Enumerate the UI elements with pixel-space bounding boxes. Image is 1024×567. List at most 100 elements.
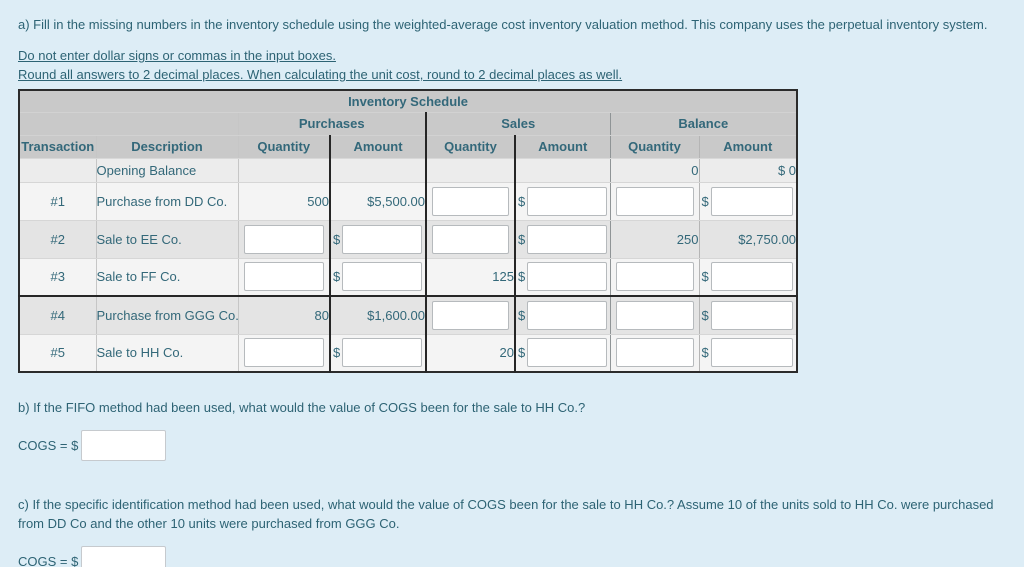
dollar-sign: $ <box>518 307 526 323</box>
amount-input-group: $ <box>700 300 797 330</box>
balance-amount-input[interactable] <box>710 338 794 368</box>
col-header-purchases-amount: Amount <box>330 135 427 159</box>
sales-amount-input[interactable] <box>527 338 607 368</box>
amount-input-group: $ <box>331 338 424 368</box>
balance-quantity-cell: 0 <box>610 158 700 183</box>
col-header-sales-amount: Amount <box>515 135 611 159</box>
purchases-amount-cell <box>330 158 427 183</box>
question-c-answer-row: COGS = $ <box>18 546 1024 567</box>
purchases-quantity-input[interactable] <box>243 224 324 254</box>
amount-input-group: $ <box>700 338 797 368</box>
balance-amount-cell: $ 0 <box>699 158 798 183</box>
amount-input-group: $ <box>331 262 424 292</box>
sales-amount-cell <box>515 158 611 183</box>
purchases-amount-cell: $5,500.00 <box>330 182 427 221</box>
group-header-balance: Balance <box>610 112 798 136</box>
col-header-sales-quantity: Quantity <box>426 135 516 159</box>
description-cell: Sale to FF Co. <box>96 258 239 297</box>
balance-amount-input[interactable] <box>710 186 794 216</box>
balance-amount-input[interactable] <box>710 262 794 292</box>
balance-quantity-cell: 250 <box>610 220 700 259</box>
cogs-b-label: COGS = $ <box>18 438 79 453</box>
sales-quantity-cell <box>426 158 516 183</box>
dollar-sign: $ <box>333 269 341 285</box>
transaction-cell <box>19 158 97 183</box>
amount-input-group: $ <box>516 186 609 216</box>
sales-quantity-input[interactable] <box>432 224 509 254</box>
sales-amount-cell: $ <box>515 295 611 335</box>
description-cell: Purchase from DD Co. <box>96 182 239 221</box>
balance-quantity-cell <box>610 334 700 373</box>
dollar-sign: $ <box>701 193 709 209</box>
transaction-cell: #4 <box>19 295 97 335</box>
amount-input-group: $ <box>700 186 797 216</box>
amount-input-group: $ <box>331 224 424 254</box>
table-group-header-row: Purchases Sales Balance <box>19 112 798 136</box>
sales-amount-input[interactable] <box>527 224 607 254</box>
amount-input-group: $ <box>516 338 609 368</box>
amount-input-group: $ <box>516 300 609 330</box>
cogs-c-input[interactable] <box>81 546 167 567</box>
table-row: Opening Balance 0 $ 0 <box>19 158 798 183</box>
balance-quantity-input[interactable] <box>615 186 694 216</box>
col-header-purchases-quantity: Quantity <box>238 135 331 159</box>
table-row: #5 Sale to HH Co. $20 $ $ <box>19 334 798 373</box>
balance-quantity-input[interactable] <box>615 262 694 292</box>
sales-quantity-cell: 125 <box>426 258 516 297</box>
question-c-prompt: c) If the specific identification method… <box>18 497 994 531</box>
balance-quantity-cell <box>610 182 700 221</box>
balance-quantity-input[interactable] <box>615 338 694 368</box>
balance-quantity-cell <box>610 295 700 335</box>
sales-amount-cell: $ <box>515 258 611 297</box>
dollar-sign: $ <box>518 345 526 361</box>
purchases-amount-input[interactable] <box>342 262 422 292</box>
transaction-cell: #1 <box>19 182 97 221</box>
cogs-c-label: COGS = $ <box>18 554 79 567</box>
description-cell: Purchase from GGG Co. <box>96 295 239 335</box>
instruction-note-2: Round all answers to 2 decimal places. W… <box>18 67 623 82</box>
sales-amount-cell: $ <box>515 334 611 373</box>
table-title-row: Inventory Schedule <box>19 90 798 113</box>
description-cell: Opening Balance <box>96 158 239 183</box>
purchases-amount-cell: $1,600.00 <box>330 295 427 335</box>
balance-quantity-input[interactable] <box>615 300 694 330</box>
balance-amount-cell: $ <box>699 258 798 297</box>
balance-amount-input[interactable] <box>710 300 794 330</box>
dollar-sign: $ <box>518 231 526 247</box>
table-title: Inventory Schedule <box>19 90 798 113</box>
col-header-description: Description <box>96 135 239 159</box>
instruction-note-1: Do not enter dollar signs or commas in t… <box>18 48 336 63</box>
cogs-b-input[interactable] <box>81 430 167 461</box>
sales-quantity-input[interactable] <box>432 186 509 216</box>
dollar-sign: $ <box>701 269 709 285</box>
purchases-amount-cell: $ <box>330 220 427 259</box>
purchases-amount-input[interactable] <box>342 224 422 254</box>
purchases-quantity-input[interactable] <box>243 338 324 368</box>
purchases-quantity-cell <box>238 158 331 183</box>
inventory-table-body: Opening Balance 0 $ 0 #1 Purchase from DD Co… <box>19 158 798 373</box>
sales-quantity-cell <box>426 295 516 335</box>
question-b-answer-row: COGS = $ <box>18 430 1024 461</box>
table-column-header-row: Transaction Description Quantity Amount … <box>19 135 798 159</box>
sales-quantity-input[interactable] <box>432 300 509 330</box>
purchases-amount-cell: $ <box>330 258 427 297</box>
amount-input-group: $ <box>516 262 609 292</box>
balance-amount-cell: $ <box>699 182 798 221</box>
purchases-quantity-cell <box>238 258 331 297</box>
balance-quantity-cell <box>610 258 700 297</box>
group-header-purchases: Purchases <box>238 112 427 136</box>
inventory-schedule-table: Inventory Schedule Purchases Sales Balan… <box>18 89 799 373</box>
sales-amount-input[interactable] <box>527 186 607 216</box>
purchases-quantity-input[interactable] <box>243 262 324 292</box>
description-cell: Sale to EE Co. <box>96 220 239 259</box>
purchases-quantity-cell <box>238 334 331 373</box>
dollar-sign: $ <box>333 345 341 361</box>
purchases-quantity-cell <box>238 220 331 259</box>
sales-amount-input[interactable] <box>527 262 607 292</box>
col-header-balance-quantity: Quantity <box>610 135 700 159</box>
purchases-amount-input[interactable] <box>342 338 422 368</box>
sales-amount-input[interactable] <box>527 300 607 330</box>
dollar-sign: $ <box>701 345 709 361</box>
sales-amount-cell: $ <box>515 220 611 259</box>
purchases-quantity-cell: 500 <box>238 182 331 221</box>
